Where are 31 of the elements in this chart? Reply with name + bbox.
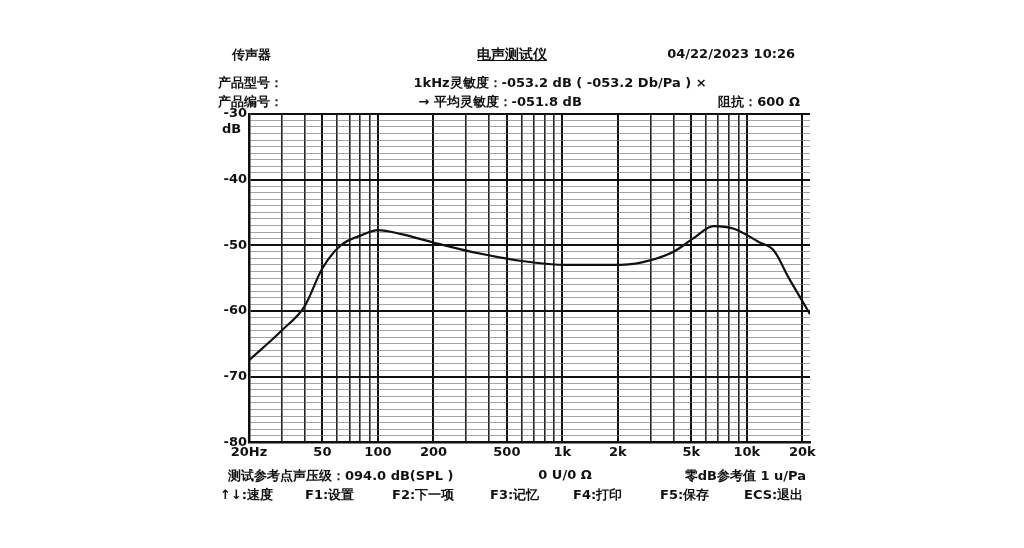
- text: F1:设置: [305, 486, 355, 504]
- x-tick-label: 1k: [553, 443, 572, 459]
- y-tick-label: -60: [223, 302, 247, 318]
- text: 产品型号：: [218, 74, 283, 92]
- text: 1kHz灵敏度：-053.2 dB ( -053.2 Db/Pa ) ×: [413, 74, 707, 92]
- x-tick-label: 100: [364, 443, 392, 459]
- x-tick-label: 2k: [609, 443, 628, 459]
- text: 传声器: [232, 46, 271, 64]
- x-tick-label: 200: [419, 443, 448, 459]
- x-tick-label: 500: [493, 443, 521, 459]
- text: F5:保存: [660, 486, 710, 504]
- x-tick-label: 20k: [788, 443, 817, 459]
- text: 测试参考点声压级：094.0 dB(SPL ): [228, 467, 454, 485]
- y-axis-title: dB: [222, 121, 242, 136]
- text: ECS:退出: [744, 486, 804, 504]
- text: 阻抗：600 Ω: [718, 93, 800, 111]
- text: F2:下一项: [392, 486, 455, 504]
- x-tick-label: 50: [313, 443, 332, 459]
- text: F3:记忆: [490, 486, 540, 504]
- text: F4:打印: [573, 486, 623, 504]
- x-tick-label: 10k: [733, 443, 761, 459]
- y-tick-label: -50: [223, 236, 247, 252]
- x-tick-label: 5k: [682, 443, 701, 459]
- chart-title: 电声测试仪: [477, 46, 547, 64]
- text: 04/22/2023 10:26: [667, 46, 795, 61]
- y-tick-label: -40: [223, 170, 247, 186]
- y-tick-label: -70: [223, 368, 247, 384]
- text: ↑↓:速度: [220, 486, 273, 504]
- text: → 平均灵敏度：-051.8 dB: [418, 93, 582, 111]
- text: 零dB参考值 1 u/Pa: [684, 467, 806, 485]
- text: 0 U/0 Ω: [538, 467, 592, 482]
